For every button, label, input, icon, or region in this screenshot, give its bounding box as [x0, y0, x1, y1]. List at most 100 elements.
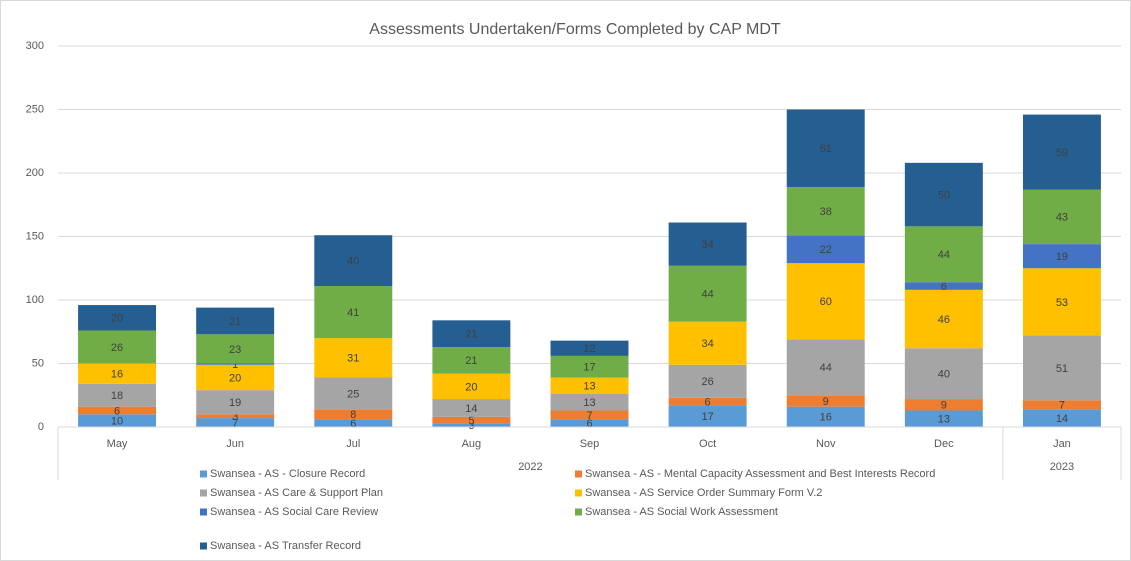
- group-label: 2023: [1050, 461, 1074, 473]
- data-label: 19: [1056, 251, 1068, 263]
- bar-segment: [432, 373, 511, 400]
- bar-segment: [78, 406, 157, 415]
- bar-segment: [1022, 335, 1101, 401]
- bar-segment: [432, 399, 511, 417]
- bar-segment: [196, 364, 275, 391]
- y-tick-label: 250: [26, 103, 44, 115]
- bar-segment: [196, 418, 275, 427]
- data-label: 6: [705, 397, 711, 409]
- bar-segment: [78, 363, 157, 384]
- data-label: 13: [938, 414, 950, 426]
- bar-segment: [904, 289, 983, 349]
- bar-segment: [668, 364, 747, 398]
- bar-segment: [550, 410, 629, 420]
- data-label: 7: [1059, 400, 1065, 412]
- legend-label: Swansea - AS Transfer Record: [210, 540, 361, 552]
- legend-label: Swansea - AS - Mental Capacity Assessmen…: [585, 468, 935, 480]
- x-tick-label: Jul: [346, 438, 360, 450]
- bar-segment: [904, 410, 983, 427]
- chart-title: Assessments Undertaken/Forms Completed b…: [369, 21, 781, 38]
- data-label: 23: [229, 344, 241, 356]
- bar-segment: [904, 348, 983, 400]
- bar-segment: [196, 390, 275, 415]
- bar-segment: [904, 226, 983, 283]
- data-label: 53: [1056, 297, 1068, 309]
- bar-segment: [786, 339, 865, 396]
- data-label: 20: [465, 381, 477, 393]
- legend-label: Swansea - AS - Closure Record: [210, 468, 365, 480]
- legend-label: Swansea - AS Care & Support Plan: [210, 487, 383, 499]
- data-label: 20: [111, 313, 123, 325]
- bar-segment: [314, 419, 393, 427]
- legend-label: Swansea - AS Social Care Review: [210, 506, 378, 518]
- bar-segment: [550, 340, 629, 356]
- bar-segment: [786, 395, 865, 407]
- data-label: 10: [111, 416, 123, 428]
- bar-segment: [668, 265, 747, 322]
- bar-segment: [550, 419, 629, 427]
- data-label: 17: [583, 362, 595, 374]
- data-label: 31: [347, 353, 359, 365]
- data-label: 13: [583, 381, 595, 393]
- data-label: 40: [347, 256, 359, 268]
- bar-segment: [432, 423, 511, 427]
- data-label: 21: [465, 355, 477, 367]
- group-label: 2022: [518, 461, 542, 473]
- data-label: 6: [114, 405, 120, 417]
- x-tick-label: Sep: [580, 438, 600, 450]
- data-label: 5: [468, 415, 474, 427]
- y-tick-label: 200: [26, 167, 44, 179]
- legend-swatch: [200, 470, 207, 478]
- data-label: 7: [586, 410, 592, 422]
- data-label: 25: [347, 388, 359, 400]
- data-label: 8: [350, 409, 356, 421]
- data-label: 44: [820, 362, 832, 374]
- data-label: 21: [229, 316, 241, 328]
- data-label: 13: [583, 397, 595, 409]
- bar-segment: [1022, 400, 1101, 410]
- bar-segment: [550, 355, 629, 378]
- data-label: 21: [465, 329, 477, 341]
- data-label: 7: [232, 417, 238, 429]
- bar-segment: [432, 416, 511, 424]
- data-label: 22: [820, 244, 832, 256]
- data-label: 19: [229, 397, 241, 409]
- bar-segment: [668, 222, 747, 266]
- data-label: 61: [820, 143, 832, 155]
- data-label: 60: [820, 296, 832, 308]
- legend-swatch: [575, 508, 582, 516]
- x-tick-label: Aug: [462, 438, 482, 450]
- data-label: 6: [586, 418, 592, 430]
- y-tick-label: 150: [26, 230, 44, 242]
- x-tick-label: May: [107, 438, 128, 450]
- bar-segment: [786, 263, 865, 340]
- bar-segment: [314, 286, 393, 339]
- bar-segment: [196, 363, 275, 365]
- bar-segment: [314, 409, 393, 420]
- legend-swatch: [200, 508, 207, 516]
- data-label: 46: [938, 314, 950, 326]
- bar-segment: [78, 414, 157, 427]
- data-label: 16: [111, 369, 123, 381]
- data-label: 6: [941, 281, 947, 293]
- bar-segment: [78, 305, 157, 331]
- y-tick-label: 100: [26, 294, 44, 306]
- bar-segment: [904, 399, 983, 411]
- bar-segment: [78, 330, 157, 364]
- y-tick-label: 0: [38, 421, 44, 433]
- legend-swatch: [200, 542, 207, 550]
- legend-swatch: [575, 489, 582, 497]
- bar-segment: [1022, 244, 1101, 269]
- bar-segment: [786, 406, 865, 427]
- legend-swatch: [575, 470, 582, 478]
- bar-segment: [196, 414, 275, 419]
- data-label: 43: [1056, 212, 1068, 224]
- data-label: 50: [938, 189, 950, 201]
- bar-segment: [550, 377, 629, 394]
- x-tick-label: Jun: [226, 438, 244, 450]
- data-label: 3: [232, 411, 238, 423]
- data-label: 18: [111, 390, 123, 402]
- bar-segment: [196, 334, 275, 364]
- data-label: 38: [820, 206, 832, 218]
